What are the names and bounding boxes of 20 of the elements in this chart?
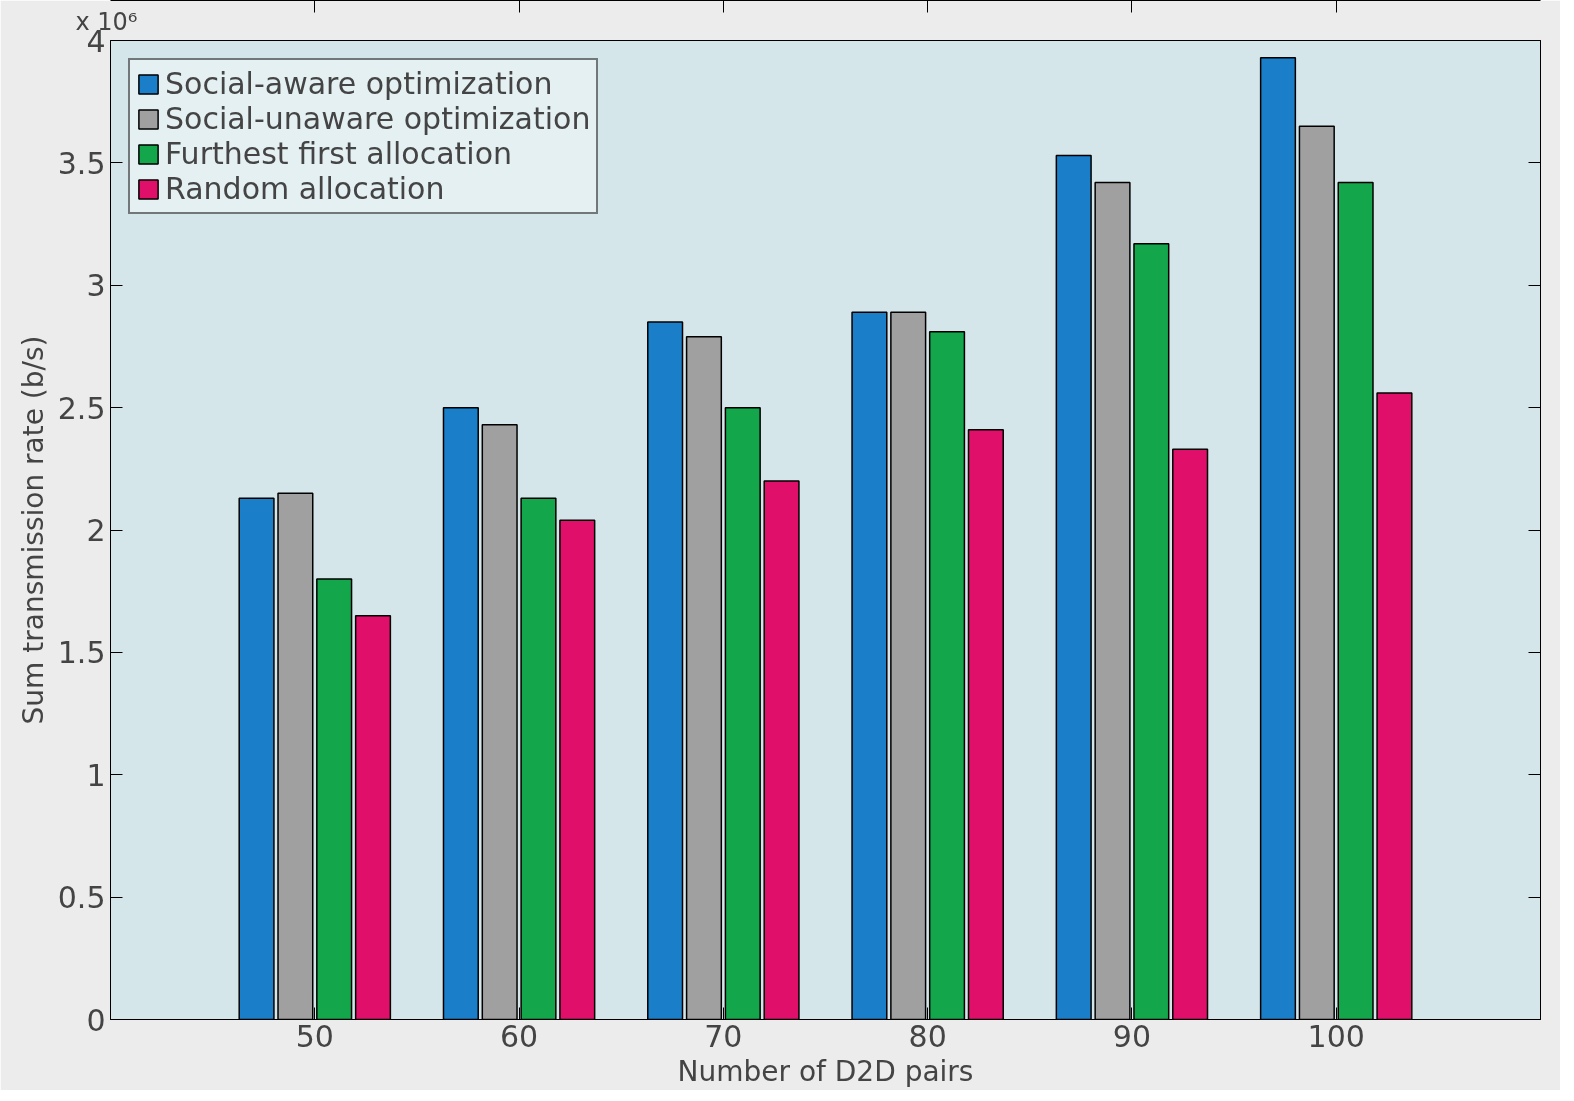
- x-tick-label: 60: [499, 1018, 539, 1054]
- y-tick-label: 1: [86, 757, 106, 793]
- x-tick-label: 80: [908, 1018, 947, 1054]
- y-axis-title: Sum transmission rate (b/s): [16, 335, 50, 725]
- y-tick-label: 0.5: [57, 880, 106, 916]
- legend-label: Social-aware optimization: [165, 66, 553, 101]
- y-tick-label: 0: [86, 1002, 106, 1038]
- legend-label: Random allocation: [165, 171, 445, 206]
- x-tick-label: 50: [295, 1018, 334, 1054]
- y-tick-label: 1.5: [57, 635, 106, 671]
- x-tick-label: 70: [704, 1018, 743, 1054]
- x-tick-label: 100: [1307, 1018, 1365, 1054]
- y-tick-label: 3.5: [57, 145, 106, 181]
- y-tick-label: 2.5: [57, 390, 106, 426]
- x-axis-title: Number of D2D pairs: [677, 1054, 974, 1088]
- legend-label: Social-unaware optimization: [165, 101, 591, 136]
- y-tick-label: 3: [86, 268, 106, 304]
- x-tick-label: 90: [1112, 1018, 1152, 1054]
- legend-label: Furthest first allocation: [165, 136, 513, 171]
- y-tick-label: 2: [86, 513, 106, 548]
